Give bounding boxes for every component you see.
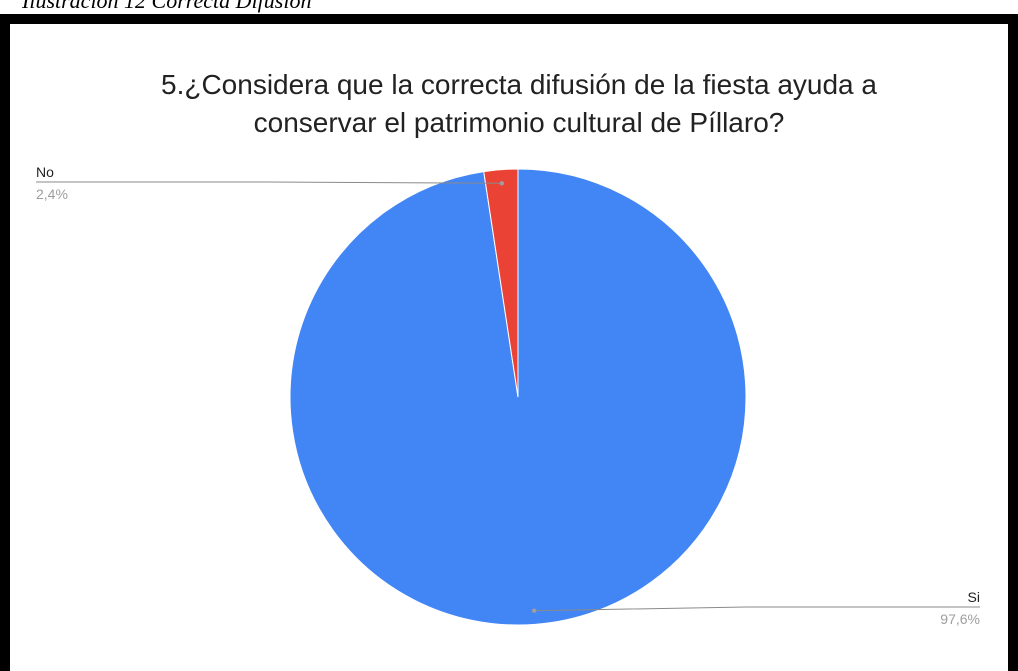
chart-title-line-2: conservar el patrimonio cultural de Píll… <box>254 107 785 138</box>
slice-label-si: Si <box>968 589 980 605</box>
leader-line-no <box>36 181 502 184</box>
chart-title-line-1: 5.¿Considera que la correcta difusión de… <box>161 69 877 100</box>
leader-dot-no <box>499 181 505 186</box>
figure-caption: Ilustración 12 Correcta Difusión <box>22 0 312 13</box>
pie-chart: 5.¿Considera que la correcta difusión de… <box>36 69 980 627</box>
pie-slice-no <box>483 168 519 398</box>
pie-labels: Si 97,6% No 2,4% <box>36 164 980 627</box>
chart-frame: 5.¿Considera que la correcta difusión de… <box>0 14 1018 671</box>
slice-value-si: 97,6% <box>940 611 980 627</box>
slice-label-no: No <box>36 164 54 180</box>
slice-value-no: 2,4% <box>36 186 68 202</box>
leader-line-si <box>534 606 980 612</box>
pie-slices <box>289 168 747 626</box>
leader-dot-si <box>531 608 537 613</box>
